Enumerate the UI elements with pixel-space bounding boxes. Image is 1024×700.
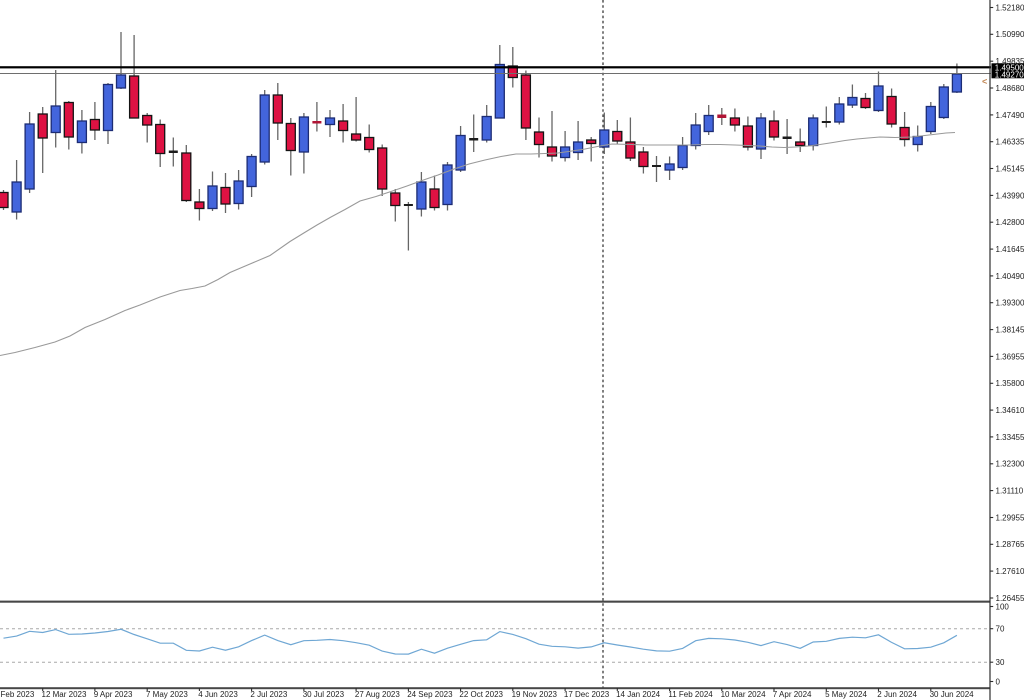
svg-text:1.47490: 1.47490 <box>996 111 1024 120</box>
svg-text:1.38145: 1.38145 <box>996 326 1024 335</box>
svg-text:1.49270: 1.49270 <box>995 70 1024 79</box>
svg-text:30: 30 <box>996 658 1005 667</box>
svg-text:22 Oct 2023: 22 Oct 2023 <box>459 690 503 699</box>
svg-text:1.33455: 1.33455 <box>996 433 1024 442</box>
svg-text:<: < <box>982 77 987 87</box>
svg-text:1.49500: 1.49500 <box>995 63 1024 72</box>
svg-text:1.40490: 1.40490 <box>996 272 1024 281</box>
svg-text:17 Dec 2023: 17 Dec 2023 <box>564 690 610 699</box>
svg-text:1.32300: 1.32300 <box>996 460 1024 469</box>
svg-text:2 Jun 2024: 2 Jun 2024 <box>877 690 917 699</box>
svg-text:1.46335: 1.46335 <box>996 138 1024 147</box>
svg-text:1.29955: 1.29955 <box>996 513 1024 522</box>
svg-text:1.49835: 1.49835 <box>996 57 1024 66</box>
svg-text:70: 70 <box>996 625 1005 634</box>
svg-text:1.48680: 1.48680 <box>996 84 1024 93</box>
svg-text:7 May 2023: 7 May 2023 <box>146 690 188 699</box>
svg-text:30 Jun 2024: 30 Jun 2024 <box>930 690 975 699</box>
svg-text:1.45145: 1.45145 <box>996 164 1024 173</box>
svg-text:4 Jun 2023: 4 Jun 2023 <box>198 690 238 699</box>
svg-text:1.31110: 1.31110 <box>996 487 1024 496</box>
svg-text:1.34610: 1.34610 <box>996 406 1024 415</box>
svg-text:14 Jan 2024: 14 Jan 2024 <box>616 690 661 699</box>
svg-text:1.39300: 1.39300 <box>996 299 1024 308</box>
svg-text:9 Apr 2023: 9 Apr 2023 <box>94 690 133 699</box>
svg-text:10 Mar 2024: 10 Mar 2024 <box>721 690 766 699</box>
svg-text:2 Jul 2023: 2 Jul 2023 <box>250 690 287 699</box>
svg-text:1.42800: 1.42800 <box>996 218 1024 227</box>
svg-text:5 May 2024: 5 May 2024 <box>825 690 867 699</box>
svg-text:30 Jul 2023: 30 Jul 2023 <box>303 690 345 699</box>
svg-text:1.26455: 1.26455 <box>996 594 1024 603</box>
svg-text:0: 0 <box>996 677 1001 686</box>
svg-text:1.43990: 1.43990 <box>996 191 1024 200</box>
svg-text:Feb 2023: Feb 2023 <box>1 690 35 699</box>
svg-text:1.36955: 1.36955 <box>996 352 1024 361</box>
svg-text:1.35800: 1.35800 <box>996 379 1024 388</box>
svg-text:11 Feb 2024: 11 Feb 2024 <box>668 690 713 699</box>
svg-text:1.41645: 1.41645 <box>996 245 1024 254</box>
svg-text:1.27610: 1.27610 <box>996 567 1024 576</box>
svg-text:24 Sep 2023: 24 Sep 2023 <box>407 690 453 699</box>
svg-text:1.52180: 1.52180 <box>996 3 1024 12</box>
svg-text:27 Aug 2023: 27 Aug 2023 <box>355 690 400 699</box>
svg-text:7 Apr 2024: 7 Apr 2024 <box>773 690 812 699</box>
svg-text:1.28765: 1.28765 <box>996 540 1024 549</box>
svg-text:1.50990: 1.50990 <box>996 30 1024 39</box>
svg-text:100: 100 <box>996 602 1010 611</box>
svg-text:12 Mar 2023: 12 Mar 2023 <box>42 690 87 699</box>
svg-text:19 Nov 2023: 19 Nov 2023 <box>512 690 558 699</box>
